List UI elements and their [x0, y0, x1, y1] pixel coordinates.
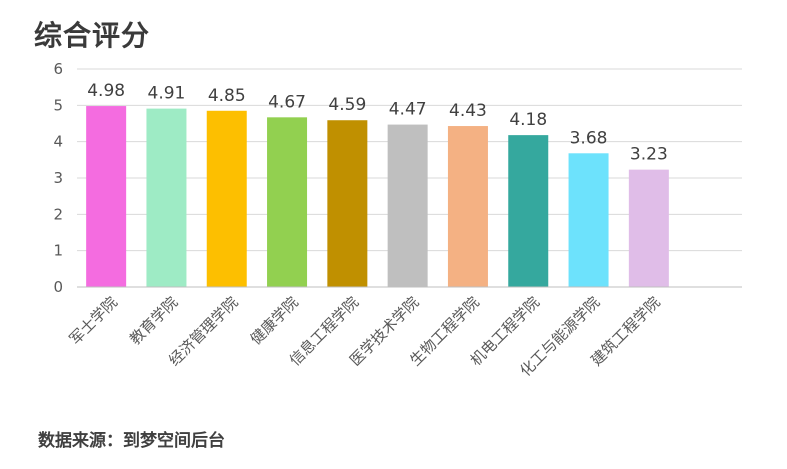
data-label: 4.85 — [208, 86, 246, 106]
bar — [146, 108, 187, 287]
data-label: 4.43 — [449, 101, 487, 121]
bar — [206, 110, 247, 288]
bar — [508, 135, 549, 287]
bar — [628, 169, 669, 287]
category-label: 教育学院 — [126, 293, 181, 348]
bar — [447, 126, 488, 287]
data-source-note: 数据来源：到梦空间后台 — [38, 431, 225, 451]
data-label: 4.98 — [87, 81, 125, 101]
data-label: 4.18 — [509, 110, 547, 130]
data-label: 4.59 — [328, 95, 366, 115]
y-tick-label: 0 — [53, 278, 63, 296]
data-label: 4.47 — [389, 100, 427, 120]
y-tick-label: 3 — [53, 169, 63, 187]
category-label: 健康学院 — [247, 293, 302, 348]
bar — [267, 117, 308, 287]
y-tick-label: 5 — [53, 96, 63, 114]
y-tick-label: 2 — [53, 205, 63, 223]
y-tick-label: 6 — [53, 60, 63, 78]
bar — [327, 120, 368, 287]
chart-title: 综合评分 — [34, 19, 151, 52]
y-axis-ticks: 0 1 2 3 4 5 6 — [53, 60, 63, 296]
data-labels: 4.98 4.91 4.85 4.67 4.59 4.47 4.43 4.18 3.68 3.23 — [87, 81, 668, 165]
data-label: 4.67 — [268, 92, 306, 112]
bar — [86, 106, 127, 287]
bars — [86, 106, 669, 288]
data-label: 3.23 — [630, 145, 668, 165]
bar — [387, 124, 428, 287]
data-label: 4.91 — [148, 84, 186, 104]
data-label: 3.68 — [570, 128, 608, 148]
y-tick-label: 4 — [53, 133, 63, 151]
y-tick-label: 1 — [53, 242, 63, 260]
category-label: 军士学院 — [66, 293, 121, 348]
bar — [568, 153, 609, 287]
